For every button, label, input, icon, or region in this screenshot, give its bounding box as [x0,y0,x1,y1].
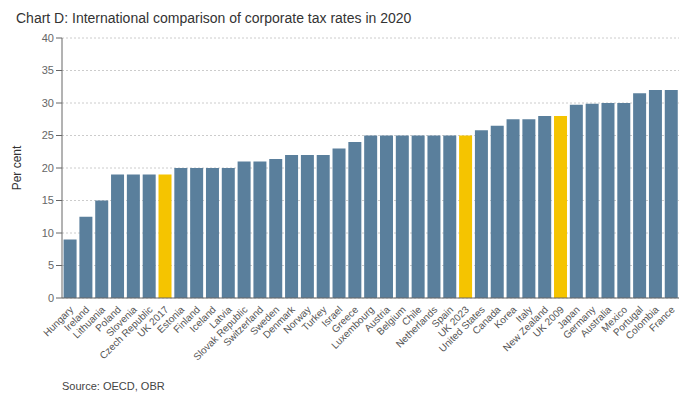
svg-text:Israel: Israel [319,303,345,329]
svg-text:Estonia: Estonia [154,303,187,336]
svg-text:30: 30 [42,97,54,109]
svg-text:Sweden: Sweden [247,303,282,338]
svg-text:UK 2023: UK 2023 [435,303,472,340]
svg-text:UK 2017: UK 2017 [135,303,171,340]
svg-text:Latvia: Latvia [207,303,234,331]
svg-text:15: 15 [42,194,54,206]
svg-text:Portugal: Portugal [611,303,646,338]
svg-text:Colombia: Colombia [623,303,661,342]
svg-text:0: 0 [48,292,54,304]
svg-text:Hungary: Hungary [41,303,76,339]
svg-text:Luxembourg: Luxembourg [329,303,377,351]
svg-text:Austria: Austria [362,303,392,334]
html-text:Source: OECD, OBR: Source: OECD, OBR [62,380,165,392]
svg-text:Turkey: Turkey [299,303,329,333]
svg-text:Finland: Finland [171,303,203,335]
svg-text:Chile: Chile [399,303,424,328]
svg-text:Mexico: Mexico [599,303,630,335]
svg-text:Slovak Republic: Slovak Republic [191,303,250,363]
svg-text:Iceland: Iceland [187,303,218,335]
svg-text:Czech Republic: Czech Republic [97,303,155,362]
svg-text:Canada: Canada [470,303,503,337]
svg-text:Australia: Australia [578,303,614,340]
svg-text:Korea: Korea [491,303,519,331]
svg-text:Poland: Poland [93,303,123,334]
svg-text:Netherlands: Netherlands [394,304,440,350]
svg-text:Norway: Norway [281,303,313,336]
svg-text:5: 5 [48,259,54,271]
svg-text:Switzerland: Switzerland [221,303,266,349]
svg-text:United States: United States [436,303,487,355]
svg-text:Per cent: Per cent [10,145,24,190]
svg-text:25: 25 [42,129,54,141]
svg-text:35: 35 [42,64,54,76]
svg-text:10: 10 [42,227,54,239]
svg-text:20: 20 [42,162,54,174]
svg-text:Belgium: Belgium [374,303,408,338]
svg-text:Lithuania: Lithuania [70,303,108,341]
svg-text:France: France [647,304,677,334]
svg-text:Spain: Spain [429,303,456,330]
svg-text:40: 40 [42,32,54,44]
svg-text:Ireland: Ireland [62,303,92,334]
svg-text:Greece: Greece [329,303,361,335]
svg-text:Denmark: Denmark [260,303,298,341]
svg-text:UK 2009: UK 2009 [530,303,566,340]
svg-text:New Zealand: New Zealand [500,303,551,354]
html-text:Chart D: International compari: Chart D: International comparison of cor… [16,10,412,26]
svg-text:Slovenia: Slovenia [103,303,139,339]
svg-text:Germany: Germany [560,303,598,341]
svg-text:Japan: Japan [554,303,582,331]
svg-text:Italy: Italy [513,303,535,325]
